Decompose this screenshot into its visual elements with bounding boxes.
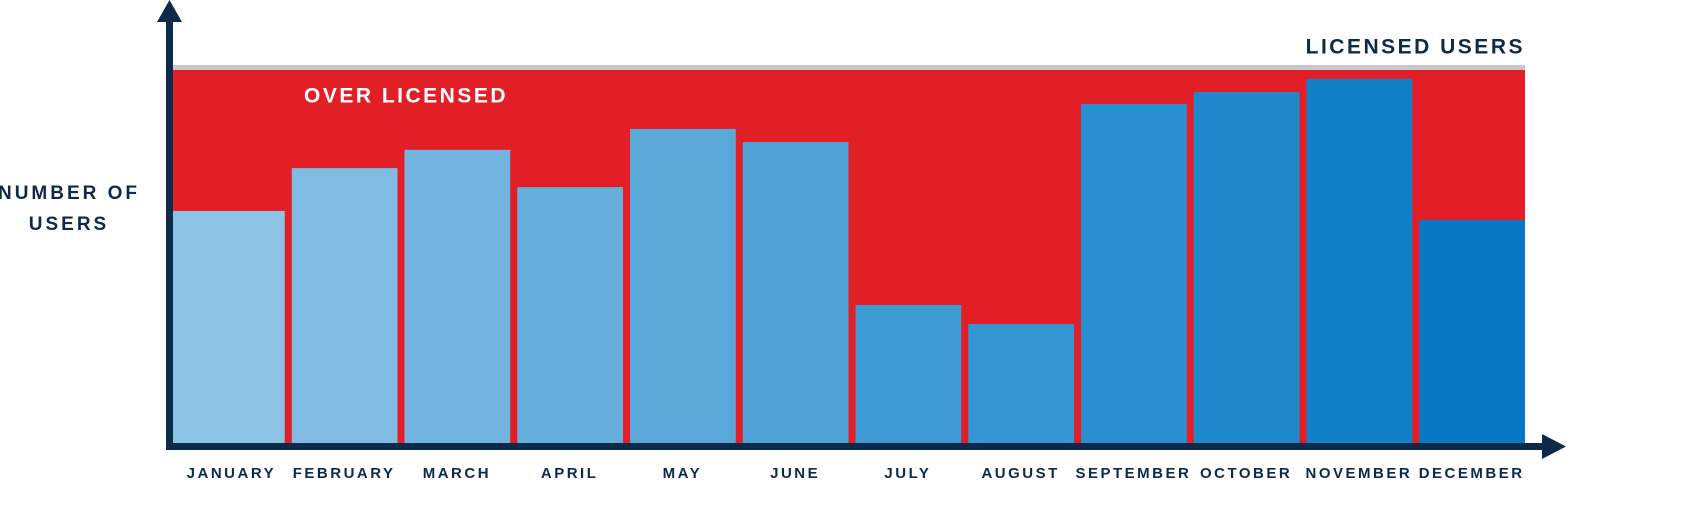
- x-tick-label: MARCH: [423, 465, 491, 482]
- threshold-label: LICENSED USERS: [1306, 36, 1525, 59]
- bar: [1081, 103, 1187, 444]
- bar: [1306, 78, 1413, 444]
- y-axis-label: NUMBER OF USERS: [0, 183, 141, 235]
- x-tick-label: APRIL: [541, 465, 599, 482]
- bar: [630, 128, 736, 443]
- y-axis: [166, 18, 173, 450]
- bar: [172, 210, 285, 443]
- y-axis-arrow: [157, 0, 182, 22]
- x-tick-label: AUGUST: [981, 465, 1059, 482]
- bar: [1193, 92, 1300, 443]
- bar: [1419, 219, 1525, 443]
- licensed-users-line: [172, 65, 1525, 70]
- x-axis-arrow: [1542, 434, 1566, 459]
- x-tick-label: NOVEMBER: [1306, 465, 1413, 482]
- region-label: OVER LICENSED: [304, 85, 508, 108]
- bar: [968, 324, 1074, 443]
- x-tick-label: FEBRUARY: [293, 465, 396, 482]
- bar: [855, 304, 962, 443]
- x-tick-label: MAY: [663, 465, 702, 482]
- bar: [291, 168, 398, 443]
- bar: [742, 141, 849, 443]
- x-tick-label: JULY: [884, 465, 931, 482]
- x-tick-label: OCTOBER: [1200, 465, 1292, 482]
- x-tick-label: DECEMBER: [1419, 465, 1525, 482]
- x-tick-label: SEPTEMBER: [1075, 465, 1191, 482]
- x-tick-label: JUNE: [770, 465, 820, 482]
- bar: [404, 149, 511, 443]
- x-tick-label: JANUARY: [187, 465, 276, 482]
- x-axis: [166, 443, 1546, 450]
- bar: [517, 187, 623, 443]
